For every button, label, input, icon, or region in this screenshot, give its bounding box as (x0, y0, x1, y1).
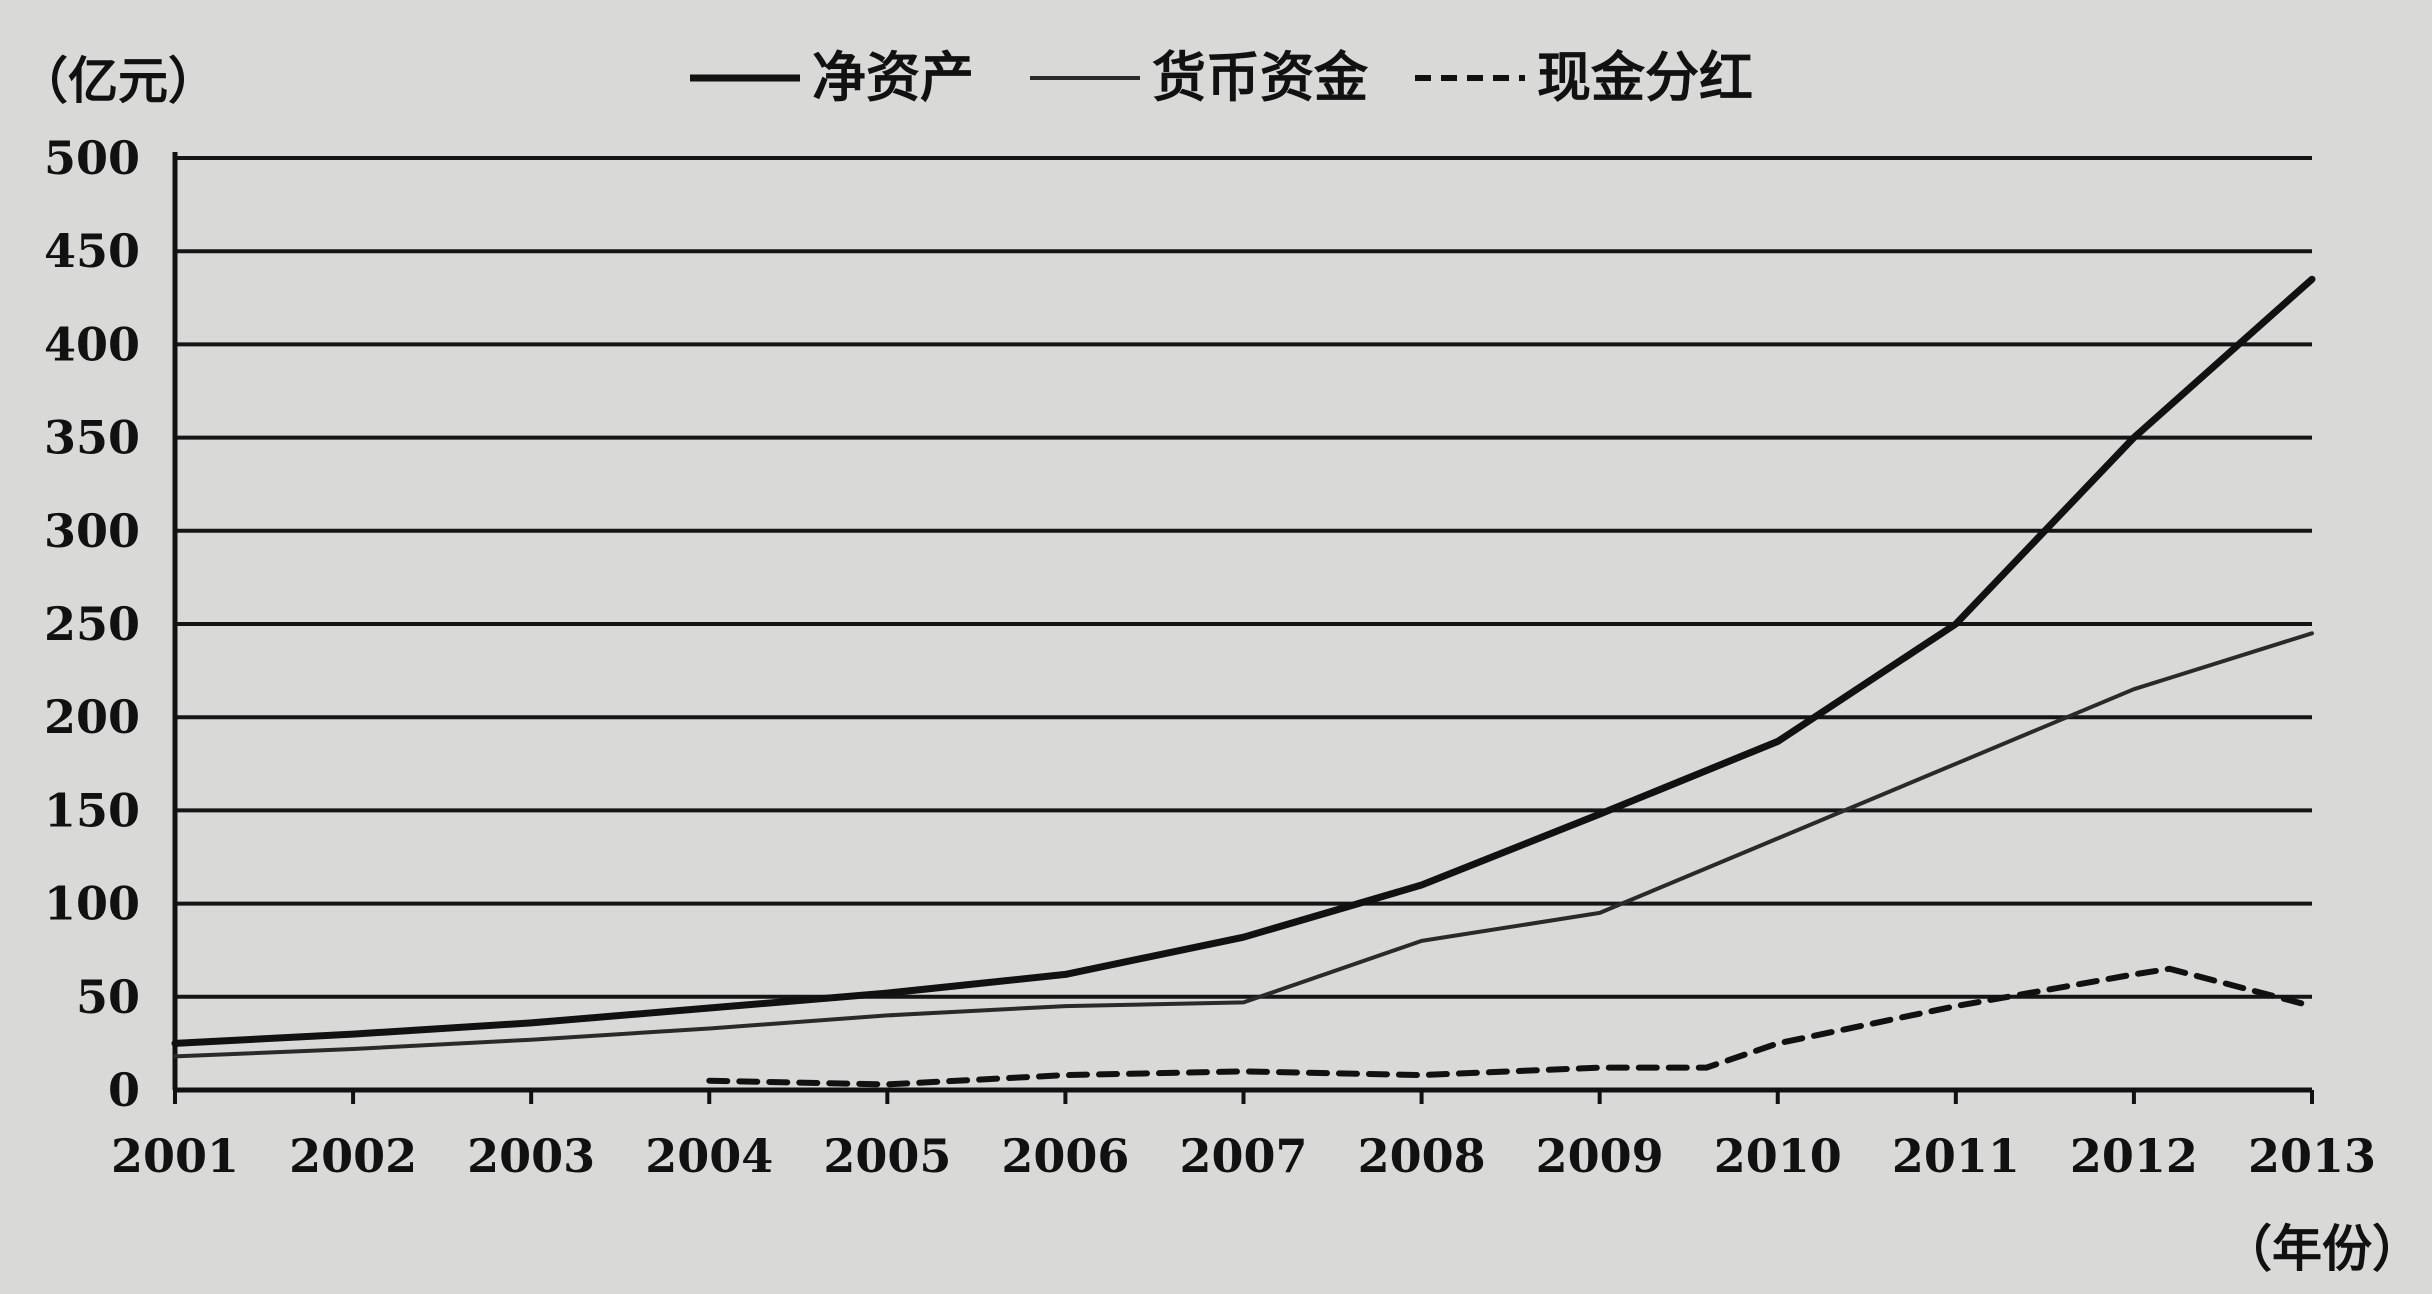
x-tick-label-2013: 2013 (2248, 1129, 2376, 1183)
y-tick-label-400: 400 (44, 317, 140, 371)
x-tick-label-2008: 2008 (1358, 1129, 1486, 1183)
legend-label-1: 货币资金 (1152, 46, 1369, 109)
x-tick-label-2002: 2002 (289, 1129, 417, 1183)
x-tick-label-2012: 2012 (2070, 1129, 2198, 1183)
y-tick-label-250: 250 (44, 597, 140, 651)
y-tick-label-100: 100 (44, 877, 140, 931)
y-tick-label-50: 50 (76, 970, 140, 1024)
y-axis-unit-label: （亿元） (18, 52, 218, 110)
x-tick-label-2001: 2001 (111, 1129, 239, 1183)
series-lines (171, 275, 2316, 1088)
x-tick-label-2007: 2007 (1179, 1129, 1307, 1183)
x-tick-label-2009: 2009 (1536, 1129, 1664, 1183)
gridlines (175, 156, 2312, 999)
y-tick-label-350: 350 (44, 411, 140, 465)
x-tick-label-2010: 2010 (1714, 1129, 1842, 1183)
x-tick-label-2005: 2005 (823, 1129, 951, 1183)
y-tick-label-300: 300 (44, 504, 140, 558)
x-tick-label-2003: 2003 (467, 1129, 595, 1183)
y-tick-label-150: 150 (44, 783, 140, 837)
x-tick-label-2011: 2011 (1892, 1129, 2020, 1183)
x-axis-unit-label: （年份） (2222, 1220, 2422, 1278)
series-line-2 (706, 965, 2315, 1088)
x-tick-label-2006: 2006 (1001, 1129, 1129, 1183)
series-line-0 (171, 275, 2316, 1047)
legend-label-0: 净资产 (812, 46, 974, 109)
legend-label-2: 现金分红 (1537, 46, 1753, 109)
x-tick-label-2004: 2004 (645, 1129, 773, 1183)
y-axis-ticks: 0 50 100 150 200 250 300 350 400 450 500 (44, 131, 140, 1117)
y-tick-label-0: 0 (108, 1063, 140, 1117)
axes (172, 152, 2312, 1093)
y-tick-label-500: 500 (44, 131, 140, 185)
y-tick-label-200: 200 (44, 690, 140, 744)
series-line-1 (173, 631, 2314, 1059)
x-axis-ticks: 2001 2002 2003 2004 2005 2006 2007 2008 2009 2010… (111, 1090, 2376, 1183)
y-tick-label-450: 450 (44, 224, 140, 278)
legend: 净资产 货币资金 现金分红 (690, 46, 1753, 109)
